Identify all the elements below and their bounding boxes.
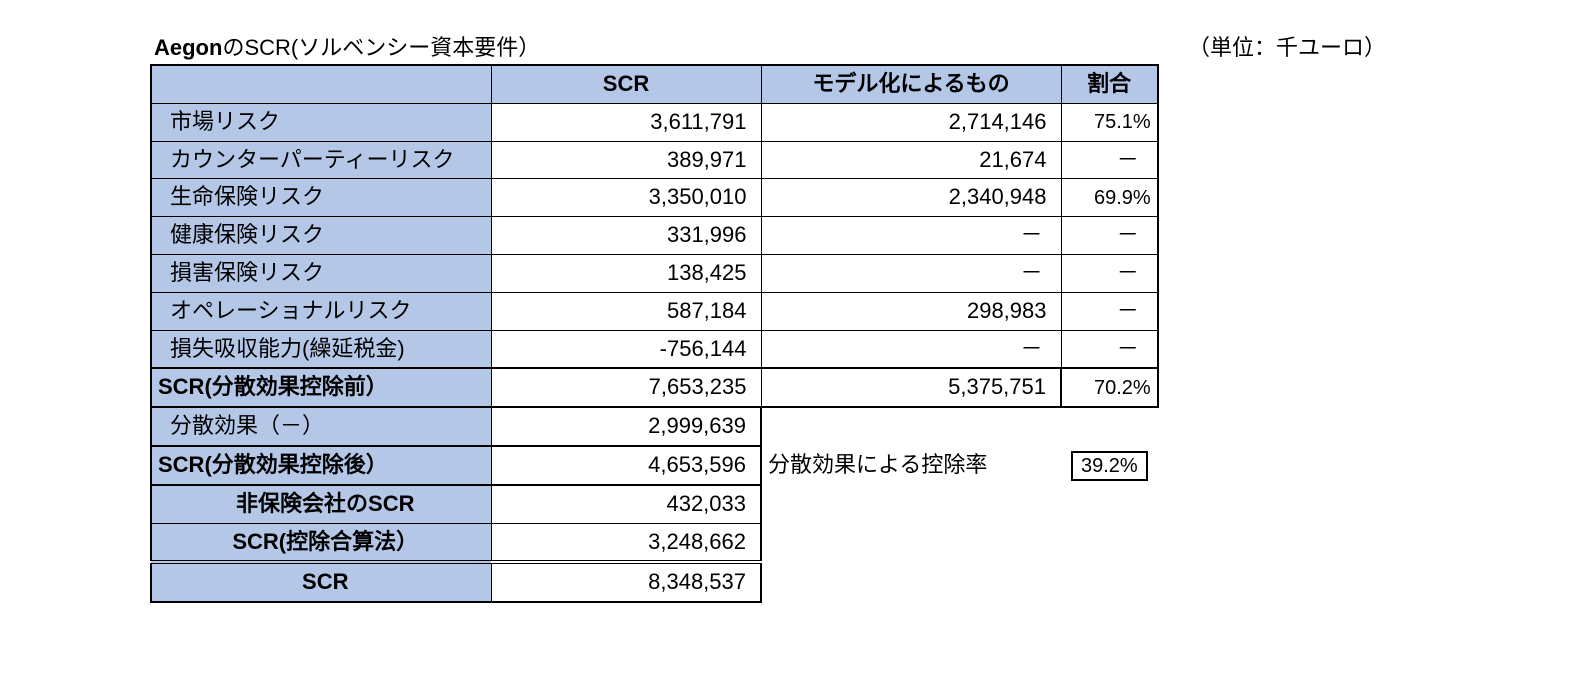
table-row: カウンターパーティーリスク389,97121,674－: [151, 141, 1158, 179]
row-ratio: －: [1061, 330, 1158, 368]
title-rest: のSCR(ソルベンシー資本要件）: [222, 35, 540, 60]
row-scr: 3,611,791: [491, 103, 761, 141]
table-row: 市場リスク3,611,7912,714,14675.1%: [151, 103, 1158, 141]
title-bar: AegonのSCR(ソルベンシー資本要件） （単位：千ユーロ）: [150, 30, 1430, 62]
scr-table: SCR モデル化によるもの 割合 市場リスク3,611,7912,714,146…: [150, 64, 1159, 603]
row-scr: 3,350,010: [491, 179, 761, 217]
final-scr: 8,348,537: [491, 562, 761, 602]
table-row: 損失吸収能力(繰延税金)-756,144－－: [151, 330, 1158, 368]
after-div-ratio: 39.2%: [1071, 451, 1148, 481]
header-ratio: 割合: [1061, 65, 1158, 103]
subtotal-scr: 7,653,235: [491, 368, 761, 407]
noninsurance-label: 非保険会社のSCR: [151, 485, 491, 523]
after-div-scr: 4,653,596: [491, 446, 761, 485]
row-scr: 331,996: [491, 217, 761, 255]
noninsurance-scr: 432,033: [491, 485, 761, 523]
table-row: オペレーショナルリスク587,184298,983－: [151, 292, 1158, 330]
row-model: －: [761, 254, 1061, 292]
table-row: 健康保険リスク331,996－－: [151, 217, 1158, 255]
table-row: 生命保険リスク3,350,0102,340,94869.9%: [151, 179, 1158, 217]
diversification-label: 分散効果（－）: [151, 407, 491, 446]
header-scr: SCR: [491, 65, 761, 103]
row-ratio: －: [1061, 292, 1158, 330]
header-row: SCR モデル化によるもの 割合: [151, 65, 1158, 103]
unit-label: （単位：千ユーロ）: [1188, 30, 1426, 62]
after-div-row: SCR(分散効果控除後） 4,653,596 分散効果による控除率 39.2%: [151, 446, 1158, 485]
diversification-scr: 2,999,639: [491, 407, 761, 446]
header-model: モデル化によるもの: [761, 65, 1061, 103]
row-scr: 389,971: [491, 141, 761, 179]
row-label: カウンターパーティーリスク: [151, 141, 491, 179]
deduction-label: SCR(控除合算法）: [151, 523, 491, 562]
row-label: 損害保険リスク: [151, 254, 491, 292]
diversification-row: 分散効果（－） 2,999,639: [151, 407, 1158, 446]
after-div-note: 分散効果による控除率: [761, 446, 1061, 485]
row-model: 2,340,948: [761, 179, 1061, 217]
deduction-scr: 3,248,662: [491, 523, 761, 562]
row-ratio: 75.1%: [1061, 103, 1158, 141]
table-title: AegonのSCR(ソルベンシー資本要件）: [154, 30, 540, 62]
subtotal-ratio: 70.2%: [1061, 368, 1158, 407]
row-ratio: －: [1061, 217, 1158, 255]
deduction-row: SCR(控除合算法） 3,248,662: [151, 523, 1158, 562]
row-scr: -756,144: [491, 330, 761, 368]
final-label: SCR: [151, 562, 491, 602]
row-model: 21,674: [761, 141, 1061, 179]
row-label: オペレーショナルリスク: [151, 292, 491, 330]
row-ratio: －: [1061, 254, 1158, 292]
row-model: －: [761, 330, 1061, 368]
row-label: 健康保険リスク: [151, 217, 491, 255]
row-model: 2,714,146: [761, 103, 1061, 141]
final-row: SCR 8,348,537: [151, 562, 1158, 602]
subtotal-label: SCR(分散効果控除前）: [151, 368, 491, 407]
row-label: 生命保険リスク: [151, 179, 491, 217]
row-model: 298,983: [761, 292, 1061, 330]
table-row: 損害保険リスク138,425－－: [151, 254, 1158, 292]
row-scr: 138,425: [491, 254, 761, 292]
header-blank: [151, 65, 491, 103]
row-scr: 587,184: [491, 292, 761, 330]
title-emphasis: Aegon: [154, 35, 222, 60]
after-div-label: SCR(分散効果控除後）: [151, 446, 491, 485]
row-label: 市場リスク: [151, 103, 491, 141]
subtotal-row: SCR(分散効果控除前） 7,653,235 5,375,751 70.2%: [151, 368, 1158, 407]
row-ratio: －: [1061, 141, 1158, 179]
noninsurance-row: 非保険会社のSCR 432,033: [151, 485, 1158, 523]
row-ratio: 69.9%: [1061, 179, 1158, 217]
row-model: －: [761, 217, 1061, 255]
row-label: 損失吸収能力(繰延税金): [151, 330, 491, 368]
subtotal-model: 5,375,751: [761, 368, 1061, 407]
